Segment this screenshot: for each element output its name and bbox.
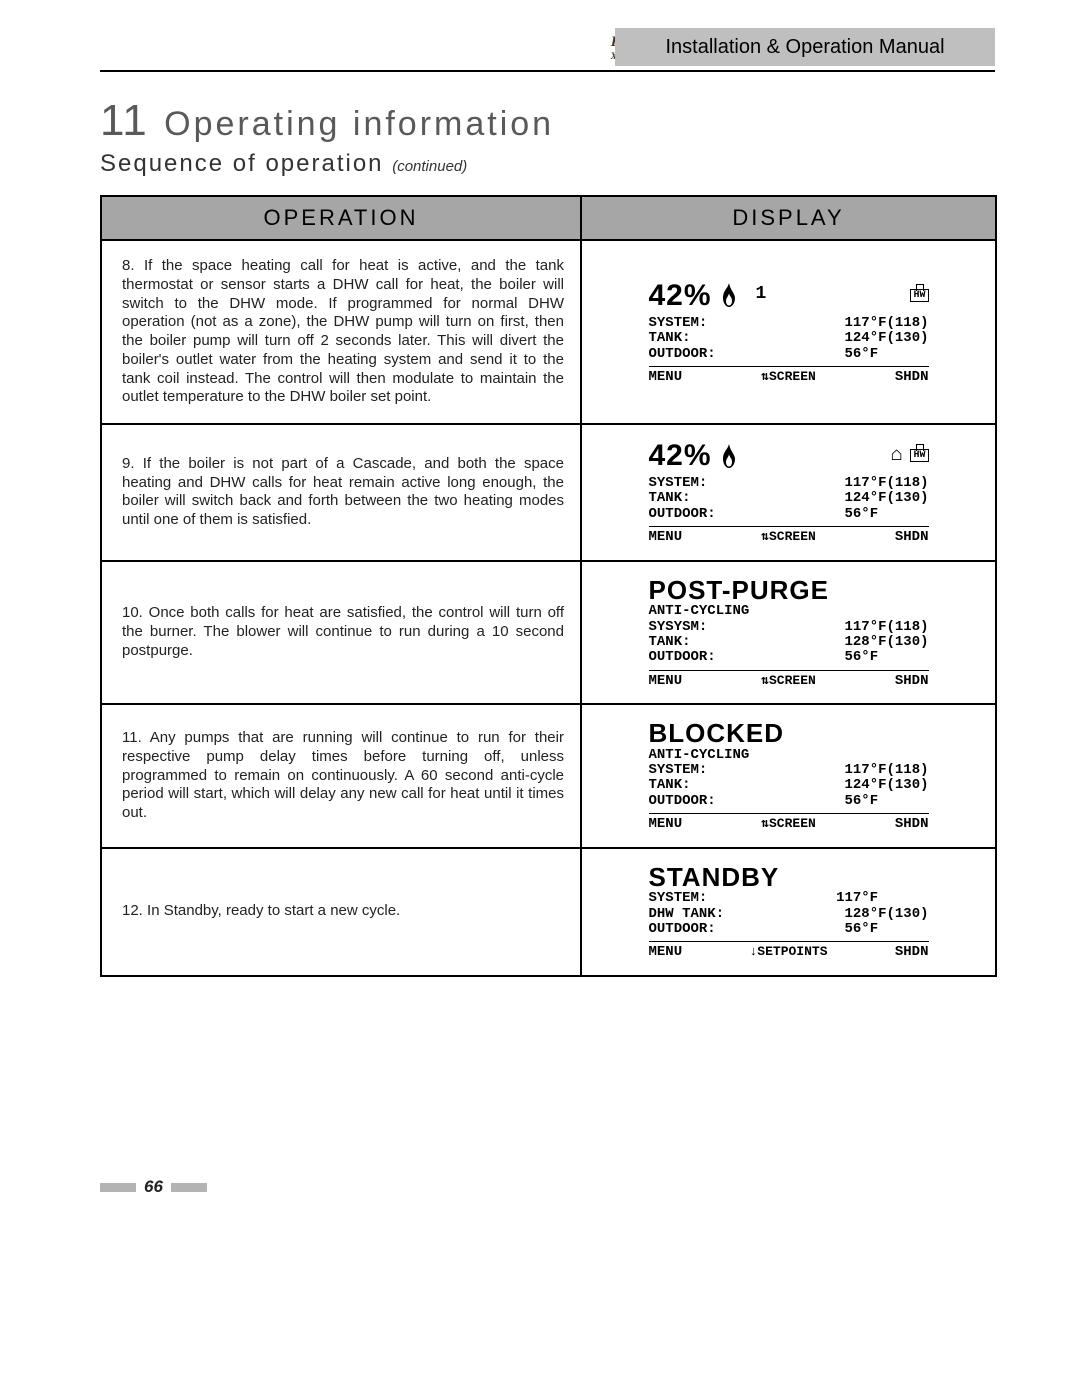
lcd-line: TANK:124°F(130) [649, 331, 929, 346]
lcd-screen-nav: ⇅SCREEN [761, 817, 816, 832]
table-row: 8. If the space heating call for heat is… [101, 240, 996, 424]
hw-icon: HW [910, 289, 928, 302]
lcd-screen-nav: ⇅SCREEN [761, 530, 816, 545]
lcd-screen-nav: ↓SETPOINTS [749, 945, 827, 960]
manual-title-bar: Installation & Operation Manual [615, 28, 995, 66]
lcd-line: OUTDOOR:56°F [649, 794, 929, 809]
lcd-line: SYSYSM:117°F(118) [649, 620, 929, 635]
lcd-footer: MENU ⇅SCREEN SHDN [649, 813, 929, 832]
subtitle-text: Sequence of operation [100, 150, 384, 177]
lcd-footer: MENU ⇅SCREEN SHDN [649, 526, 929, 545]
operation-text: 12. In Standby, ready to start a new cyc… [114, 900, 568, 923]
lcd-display: 42% 1 HW SYSTEM:117°F(118)TANK:124°F(130)OU… [649, 279, 929, 386]
lcd-state-title: STANDBY [649, 863, 929, 892]
footer-bar-right [171, 1183, 207, 1192]
lcd-shutdown: SHDN [895, 530, 929, 545]
lcd-shutdown: SHDN [895, 370, 929, 385]
lcd-screen-nav: ⇅SCREEN [761, 674, 816, 689]
lcd-line: OUTDOOR:56°F [649, 507, 929, 522]
operation-text: 10. Once both calls for heat are satisfi… [114, 602, 568, 662]
lcd-state-title: BLOCKED [649, 719, 929, 748]
subtitle-continued: (continued) [392, 158, 467, 175]
lcd-shutdown: SHDN [895, 817, 929, 832]
lcd-footer: MENU ⇅SCREEN SHDN [649, 670, 929, 689]
lcd-shutdown: SHDN [895, 945, 929, 960]
lcd-line: SYSTEM:117°F(118) [649, 763, 929, 778]
lcd-state-title: POST-PURGE [649, 576, 929, 605]
flame-icon [720, 283, 738, 307]
table-header-operation: OPERATION [101, 196, 581, 240]
lcd-line: OUTDOOR:56°F [649, 347, 929, 362]
page-number: 66 [144, 1177, 163, 1197]
lcd-display: 42% ⌂ HW SYSTEM:117°F(118)TANK:124°F(130)OU… [649, 439, 929, 546]
lcd-display: STANDBYSYSTEM:117°F DHW TANK:128°F(130)O… [649, 863, 929, 961]
lcd-menu: MENU [649, 945, 683, 960]
lcd-state-sub: ANTI-CYCLING [649, 604, 929, 619]
operation-text: 8. If the space heating call for heat is… [114, 255, 568, 409]
lcd-line: TANK:124°F(130) [649, 778, 929, 793]
page-footer: 66 [100, 1177, 207, 1197]
lcd-shutdown: SHDN [895, 674, 929, 689]
house-icon: ⌂ [890, 446, 902, 466]
lcd-percent: 42% [649, 279, 712, 312]
lcd-line: TANK:128°F(130) [649, 635, 929, 650]
lcd-unit-number: 1 [756, 285, 767, 305]
operation-text: 9. If the boiler is not part of a Cascad… [114, 453, 568, 532]
lcd-percent: 42% [649, 439, 712, 472]
footer-bar-left [100, 1183, 136, 1192]
manual-title: Installation & Operation Manual [665, 36, 944, 59]
operation-table: OPERATION DISPLAY 8. If the space heatin… [100, 195, 997, 977]
lcd-menu: MENU [649, 817, 683, 832]
section-subtitle: Sequence of operation (continued) [100, 150, 467, 178]
lcd-line: SYSTEM:117°F [649, 891, 929, 906]
lcd-line: OUTDOOR:56°F [649, 650, 929, 665]
table-row: 10. Once both calls for heat are satisfi… [101, 561, 996, 705]
lcd-line: TANK:124°F(130) [649, 491, 929, 506]
lcd-footer: MENU ↓SETPOINTS SHDN [649, 941, 929, 960]
lcd-line: SYSTEM:117°F(118) [649, 316, 929, 331]
table-row: 12. In Standby, ready to start a new cyc… [101, 848, 996, 976]
lcd-screen-nav: ⇅SCREEN [761, 370, 816, 385]
lcd-line: OUTDOOR:56°F [649, 922, 929, 937]
header-rule [100, 70, 995, 72]
lcd-line: SYSTEM:117°F(118) [649, 476, 929, 491]
table-row: 11. Any pumps that are running will cont… [101, 704, 996, 848]
lcd-menu: MENU [649, 674, 683, 689]
lcd-display: POST-PURGEANTI-CYCLINGSYSYSM:117°F(118)T… [649, 576, 929, 690]
lcd-state-sub: ANTI-CYCLING [649, 748, 929, 763]
chapter-heading: 11 Operating information [100, 96, 554, 146]
lcd-display: BLOCKEDANTI-CYCLINGSYSTEM:117°F(118)TANK… [649, 719, 929, 833]
chapter-title: Operating information [164, 105, 554, 143]
lcd-menu: MENU [649, 370, 683, 385]
table-row: 9. If the boiler is not part of a Cascad… [101, 424, 996, 561]
chapter-number: 11 [100, 96, 148, 145]
lcd-menu: MENU [649, 530, 683, 545]
lcd-footer: MENU ⇅SCREEN SHDN [649, 366, 929, 385]
operation-text: 11. Any pumps that are running will cont… [114, 727, 568, 825]
hw-icon: HW [910, 449, 928, 462]
flame-icon [720, 444, 738, 468]
table-header-display: DISPLAY [581, 196, 996, 240]
lcd-line: DHW TANK:128°F(130) [649, 907, 929, 922]
